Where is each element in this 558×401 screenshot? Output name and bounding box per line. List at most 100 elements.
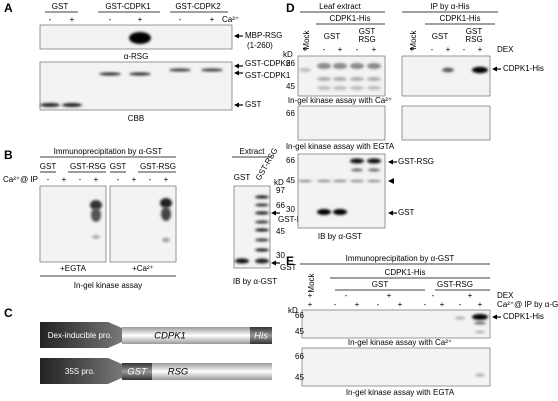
label: 66 [286, 156, 295, 165]
label: 66 [295, 352, 304, 361]
label: IB by α-GST [318, 232, 362, 241]
band [201, 68, 223, 72]
band [129, 72, 151, 76]
label: CDPK1-His [503, 312, 544, 321]
label: GST [110, 162, 127, 171]
label: D [286, 1, 295, 15]
band [92, 235, 100, 239]
label: - [109, 15, 112, 24]
blot [39, 61, 233, 111]
label: Immunoprecipitation by α-GST [346, 254, 455, 263]
label: C [4, 306, 13, 320]
label: MBP-RSG [245, 31, 282, 40]
band [317, 180, 331, 182]
label: + [440, 300, 445, 309]
promoter [40, 358, 138, 384]
tag [250, 327, 272, 344]
label: - [149, 175, 152, 184]
band [235, 258, 249, 264]
band [255, 220, 269, 224]
arrow [388, 210, 393, 216]
label: RSG [465, 35, 482, 44]
label: IP by α-His [430, 2, 469, 11]
label: 45 [276, 227, 285, 236]
label: GST [245, 100, 262, 109]
arrow [234, 63, 239, 69]
label: In-gel kinase assay with Ca²⁺ [288, 96, 392, 105]
band [255, 195, 269, 199]
label: + [468, 291, 473, 300]
label: + [210, 15, 215, 24]
label: GST-CDPK2 [175, 2, 221, 11]
label: + [410, 45, 415, 54]
label: GST [234, 173, 251, 182]
label: GST-RSG [278, 215, 314, 224]
label: B [4, 148, 13, 162]
label: CBB [128, 114, 144, 123]
band [350, 86, 364, 90]
label: 30 [276, 251, 285, 260]
gene-bar [122, 327, 272, 344]
label: CDPK1-His [503, 64, 544, 73]
band [351, 168, 363, 172]
band [317, 86, 331, 90]
band [350, 180, 364, 182]
label: CDPK1 [154, 331, 186, 342]
label: + [398, 300, 403, 309]
band [255, 228, 269, 232]
label: DEX [497, 45, 514, 54]
label: GST [466, 27, 483, 36]
blot [297, 153, 386, 229]
band [299, 68, 311, 72]
label: - [323, 45, 326, 54]
blot [109, 185, 177, 263]
label: - [117, 175, 120, 184]
label: 45 [286, 82, 295, 91]
blot [401, 105, 491, 141]
band [367, 77, 381, 81]
label: GST-RSG [140, 162, 176, 171]
label: In-gel kinase assay with Ca²⁺ [348, 338, 452, 347]
label: - [459, 300, 462, 309]
label: GST-CDPK1 [245, 71, 291, 80]
label: Extract [240, 147, 266, 156]
band [129, 32, 151, 44]
tag [122, 363, 152, 380]
arrow [234, 70, 239, 76]
label: + [308, 300, 313, 309]
label: + [478, 45, 483, 54]
blot [301, 309, 491, 339]
label: CDPK1-His [385, 268, 426, 277]
label: 45 [295, 373, 304, 382]
label: kD [288, 306, 298, 315]
label: GST [359, 27, 376, 36]
label: + [446, 45, 451, 54]
label: A [4, 1, 13, 15]
label: + [308, 291, 313, 300]
band [62, 103, 82, 107]
band [255, 238, 269, 242]
label: GST [398, 208, 415, 217]
label: GST-CDPK2 [245, 59, 291, 68]
label: 30 [286, 205, 295, 214]
band [367, 63, 381, 69]
label: + [303, 45, 308, 54]
label: GST [127, 367, 148, 378]
label: GST [372, 280, 389, 289]
label: IB by α-GST [233, 277, 277, 286]
band [367, 86, 381, 90]
label: GST [432, 32, 449, 41]
arrow [388, 159, 393, 165]
label: His [254, 331, 268, 342]
label: Immunoprecipitation by α-GST [54, 147, 163, 156]
label: - [463, 45, 466, 54]
label: RSG [168, 367, 189, 378]
label: RSG [358, 35, 375, 44]
arrow [271, 210, 276, 216]
band [99, 72, 121, 76]
gene-bar [122, 363, 272, 380]
label: GST [324, 32, 341, 41]
label: + [138, 15, 143, 24]
band [368, 168, 380, 172]
band [472, 66, 488, 74]
